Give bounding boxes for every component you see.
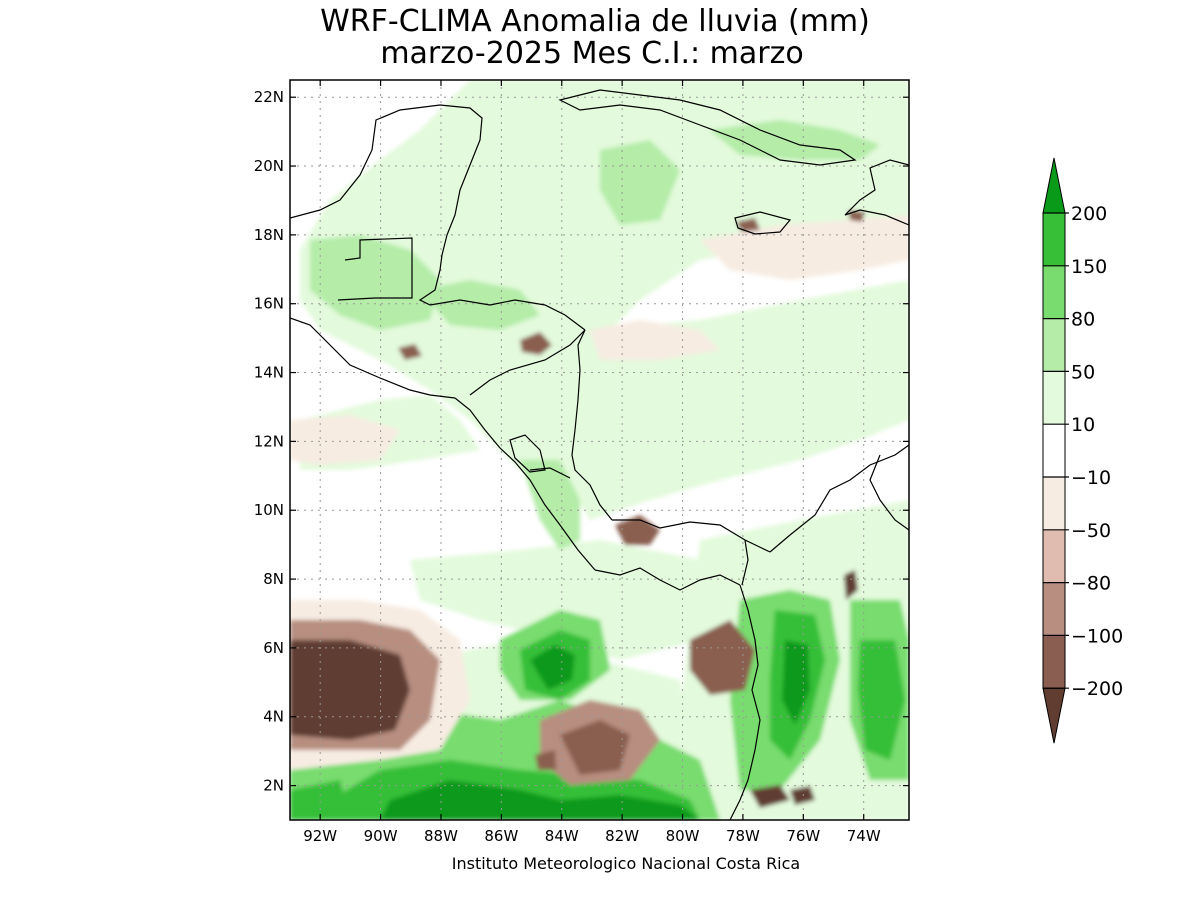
map-title-line2: marzo-2025 Mes C.I.: marzo (380, 36, 803, 71)
x-tick-label: 76W (786, 827, 820, 845)
gridlines (290, 80, 909, 820)
x-tick-label: 88W (424, 827, 458, 845)
border-panama-colombia (741, 539, 749, 586)
y-tick-label: 14N (254, 364, 284, 382)
x-tick-label: 84W (545, 827, 579, 845)
wet-strong-colombia-coast (858, 640, 905, 760)
coast-pacific-central-america (454, 397, 596, 571)
dry-strong-pacific-central (560, 720, 630, 775)
y-tick-label: 16N (254, 295, 284, 313)
y-tick-label: 6N (263, 639, 284, 657)
colorbar-bin (1043, 371, 1065, 425)
y-tick-label: 12N (254, 432, 284, 450)
wet-moderate-costa-rica (520, 460, 580, 550)
colorbar-label: 150 (1071, 256, 1107, 278)
coast-pacific-colombia (729, 584, 761, 820)
dry-moderate-colombia-coast (690, 620, 755, 695)
wet-strong-southwest (290, 780, 350, 820)
y-tick-label: 18N (254, 226, 284, 244)
coast-colombia-caribbean (769, 444, 909, 553)
dry-light-central (590, 320, 720, 360)
colorbar-label: −50 (1071, 520, 1111, 542)
wet-moderate-gulf (420, 280, 540, 330)
dry-guatemala (398, 344, 422, 360)
dry-jamaica (736, 218, 760, 232)
coast-hispaniola (844, 159, 909, 226)
x-tick-label: 80W (666, 827, 700, 845)
dry-honduras (520, 332, 552, 355)
colorbar-label: 80 (1071, 309, 1095, 331)
colorbar-label: −200 (1071, 678, 1123, 700)
y-axis-ticks: 22N 20N 18N 16N 14N 12N 10N 8N 6N 4N 2N (254, 88, 909, 795)
x-tick-label: 78W (726, 827, 760, 845)
border-colombia-venezuela (869, 454, 909, 531)
colorbar-label: −80 (1071, 573, 1111, 595)
map-frame (289, 79, 910, 821)
credit-text: Instituto Meteorologico Nacional Costa R… (452, 854, 800, 873)
coast-pacific-mexico (290, 317, 456, 399)
wet-area-south-pacific (410, 540, 780, 660)
coast-jamaica (734, 211, 792, 235)
border-guatemala (337, 237, 413, 301)
wet-moderate-peten (310, 235, 440, 330)
colorbar-bottom-arrow (1042, 687, 1066, 744)
colorbar-bin (1043, 424, 1065, 477)
border-honduras-nicaragua (469, 329, 586, 396)
dry-strong-pacific-west (290, 640, 410, 740)
dry-pacific-south (535, 750, 556, 770)
anomaly-field (290, 80, 909, 820)
y-tick-label: 2N (263, 777, 284, 795)
colorbar: 200 150 80 50 10 −10 −50 −80 −100 −200 (1042, 157, 1123, 744)
y-tick-label: 20N (254, 157, 284, 175)
colorbar-label: 50 (1071, 361, 1095, 383)
dry-south-colombia (750, 785, 815, 808)
wet-extreme-bight (530, 645, 575, 690)
colorbar-bin (1043, 582, 1065, 636)
wet-moderate-caribbean-n (600, 140, 680, 225)
colorbar-label: −10 (1071, 467, 1111, 489)
coast-yucatan-east (418, 234, 448, 306)
y-tick-label: 4N (263, 708, 284, 726)
colorbar-label: 10 (1071, 414, 1095, 436)
coast-mexico-gulf (290, 104, 483, 236)
border-nicaragua-costa-rica (529, 467, 571, 479)
dry-light-caribbean-band (700, 215, 909, 280)
x-tick-label: 82W (605, 827, 639, 845)
colorbar-bin (1043, 265, 1065, 319)
dry-light-pacific-mid (290, 415, 400, 465)
y-tick-label: 10N (254, 501, 284, 519)
colorbar-label: −100 (1071, 625, 1123, 647)
colorbar-bin (1043, 635, 1065, 689)
colorbar-top-arrow (1042, 157, 1066, 214)
wet-extreme-south (380, 780, 700, 820)
x-axis-ticks: 92W 90W 88W 86W 84W 82W 80W 78W 76W 74W (303, 80, 881, 845)
lake-nicaragua (509, 434, 546, 473)
dry-panama (615, 515, 660, 545)
map-plot-area (290, 80, 909, 820)
colorbar-bin (1043, 529, 1065, 583)
coast-honduras-caribbean (429, 299, 586, 331)
colorbar-bin (1043, 213, 1065, 266)
x-tick-label: 92W (303, 827, 337, 845)
y-tick-label: 22N (254, 88, 284, 106)
coast-cuba (558, 89, 857, 166)
coast-pacific-panama (594, 567, 741, 591)
x-tick-label: 90W (364, 827, 398, 845)
coastlines (290, 89, 909, 820)
colorbar-bin (1043, 318, 1065, 372)
map-title-line1: WRF-CLIMA Anomalia de lluvia (mm) (320, 4, 870, 39)
x-tick-label: 86W (484, 827, 518, 845)
x-tick-label: 74W (847, 827, 881, 845)
coast-nicaragua-caribbean (571, 329, 613, 521)
colorbar-bin (1043, 477, 1065, 530)
colorbar-label: 200 (1071, 203, 1107, 225)
y-tick-label: 8N (263, 570, 284, 588)
dry-colombia-interior (844, 570, 858, 600)
